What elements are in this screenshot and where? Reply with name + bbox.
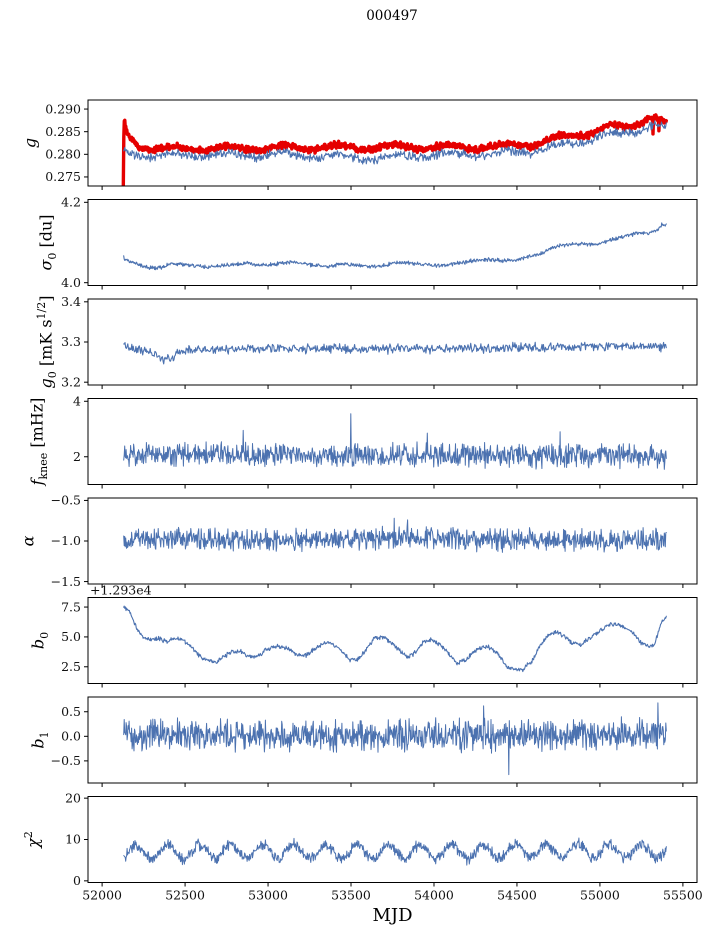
y-tick-label: 2.5	[61, 659, 81, 674]
subplot-g: 0.275 0.280 0.285 0.290 g	[21, 99, 698, 190]
series-b1	[123, 702, 667, 776]
axis-offset-text: +1.293e4	[90, 583, 152, 598]
series-sigma0	[123, 222, 667, 271]
x-tick-label: 55500	[663, 888, 703, 903]
x-ticks	[101, 783, 684, 787]
subplot-alpha: −0.5 −1.0 −1.5 α	[19, 493, 698, 589]
x-ticks	[101, 285, 684, 290]
y-axis-label-b0: b0	[29, 632, 52, 649]
series-b0	[123, 605, 667, 673]
figure-title: 000497	[366, 8, 418, 24]
y-tick-label: 7.5	[61, 599, 81, 614]
subplot-chi2: 0 10 20 52000 52500 53000 53500 54000 54500 55000…	[22, 790, 703, 902]
y-ticks: 2.5 5.0 7.5	[61, 599, 88, 674]
y-tick-label: 0.5	[61, 704, 81, 719]
subplot-sigma0: 4.0 4.2σ0 [du]	[37, 195, 698, 290]
y-ticks: 0 10 20	[65, 790, 88, 888]
y-tick-label: 4.0	[61, 275, 81, 290]
series-g-red	[121, 113, 668, 186]
axes-frame	[87, 298, 698, 386]
axes-frame	[87, 597, 698, 684]
y-tick-label: 4	[73, 393, 81, 408]
y-ticks: 4.0 4.2	[61, 195, 88, 290]
series-chi2	[123, 837, 667, 866]
x-ticks	[101, 385, 684, 389]
subplot-g0: 3.2 3.3 3.4g0 [mK s1/2]	[35, 294, 698, 389]
series-group-chi2	[123, 837, 667, 866]
y-axis-label-g0: g0 [mK s1/2]	[35, 296, 59, 389]
y-ticks: −0.5 −1.0 −1.5	[51, 493, 88, 589]
y-ticks: 24	[73, 393, 88, 464]
y-tick-label: 0	[73, 873, 81, 888]
series-alpha	[123, 517, 667, 553]
x-tick-label: 53000	[248, 888, 288, 903]
y-axis-label-g: g	[21, 138, 40, 148]
y-axis-label-b1: b1	[29, 731, 52, 748]
y-ticks: 0.275 0.280 0.285 0.290	[45, 101, 88, 184]
y-tick-label: 4.2	[61, 195, 81, 210]
y-tick-label: 20	[65, 790, 81, 805]
axes-frame	[87, 696, 698, 784]
y-tick-label: 0.290	[45, 101, 81, 116]
series-group-g	[121, 113, 668, 186]
series-group-g0	[123, 341, 667, 365]
y-tick-label: 5.0	[61, 629, 81, 644]
y-ticks: 3.2 3.3 3.4	[61, 294, 88, 389]
y-tick-label: −0.5	[51, 753, 81, 768]
series-g-blue	[123, 120, 667, 165]
x-tick-label: 52500	[165, 888, 205, 903]
y-tick-label: −1.0	[51, 533, 81, 548]
axes-frame	[87, 99, 698, 187]
series-group-alpha	[123, 517, 667, 553]
y-tick-label: 3.3	[61, 334, 81, 349]
y-tick-label: 10	[65, 832, 81, 847]
x-ticks: 52000 52500 53000 53500 54000 54500 55000 55500	[82, 882, 703, 903]
series-group-b1	[123, 702, 667, 776]
x-tick-label: 53500	[331, 888, 371, 903]
axes-frame	[87, 199, 698, 286]
y-tick-label: 0.280	[45, 147, 81, 162]
x-ticks	[101, 186, 684, 190]
series-group-fknee	[123, 413, 667, 470]
y-tick-label: 3.4	[61, 294, 81, 309]
series-group-b0	[123, 605, 667, 673]
y-axis-label-alpha: α	[19, 535, 38, 546]
y-tick-label: −0.5	[51, 493, 81, 508]
y-tick-label: 0.275	[45, 169, 81, 184]
x-tick-label: 52000	[82, 888, 122, 903]
x-tick-label: 54000	[414, 888, 454, 903]
axes-frame	[87, 398, 698, 485]
x-tick-label: 54500	[497, 888, 537, 903]
subplot-b1: 0.5 0.0 −0.5 b1	[29, 696, 698, 787]
y-axis-label-sigma0: σ0 [du]	[37, 214, 60, 270]
series-group-sigma0	[123, 222, 667, 271]
y-axis-label-chi2: χ2	[22, 831, 43, 849]
x-axis-title: MJD	[372, 905, 413, 926]
y-tick-label: 2	[73, 449, 81, 464]
y-ticks: 0.5 0.0 −0.5	[51, 704, 88, 768]
x-tick-label: 55000	[580, 888, 620, 903]
y-axis-label-fknee: fknee [mHz]	[28, 398, 51, 487]
subplot-b0: 2.5 5.0 7.5 b0 +1.293e4	[29, 583, 698, 688]
axes-frame	[87, 796, 698, 883]
y-tick-label: 0.285	[45, 124, 81, 139]
x-ticks	[101, 683, 684, 688]
y-tick-label: −1.5	[51, 574, 81, 589]
y-tick-label: 0.0	[61, 729, 81, 744]
x-ticks	[101, 584, 684, 588]
x-ticks	[101, 484, 684, 489]
y-tick-label: 3.2	[61, 374, 81, 389]
series-g0	[123, 341, 667, 365]
series-fknee	[123, 413, 667, 470]
